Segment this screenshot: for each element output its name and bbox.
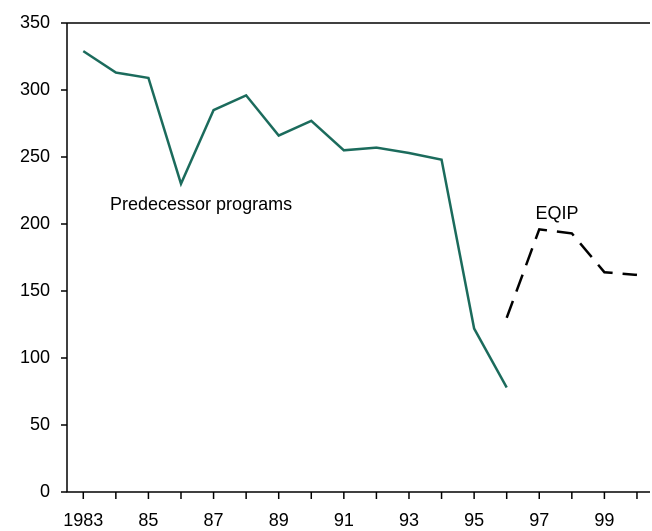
x-tick-label: 93 (399, 510, 419, 530)
x-tick-label: 99 (594, 510, 614, 530)
x-tick-label: 95 (464, 510, 484, 530)
y-tick-label: 100 (20, 347, 50, 367)
y-tick-label: 350 (20, 12, 50, 32)
series-line (505, 227, 638, 319)
y-tick-label: 0 (40, 481, 50, 501)
x-tick-label: 91 (334, 510, 354, 530)
y-tick-label: 150 (20, 280, 50, 300)
series-line (82, 50, 508, 389)
y-tick-label: 50 (30, 414, 50, 434)
series-label: EQIP (535, 203, 578, 223)
x-tick-label: 87 (204, 510, 224, 530)
x-tick-label: 85 (138, 510, 158, 530)
y-tick-label: 250 (20, 146, 50, 166)
x-tick-label: 1983 (63, 510, 103, 530)
x-tick-label: 89 (269, 510, 289, 530)
x-tick-label: 97 (529, 510, 549, 530)
series-label: Predecessor programs (110, 194, 292, 214)
y-tick-label: 200 (20, 213, 50, 233)
y-tick-label: 300 (20, 79, 50, 99)
